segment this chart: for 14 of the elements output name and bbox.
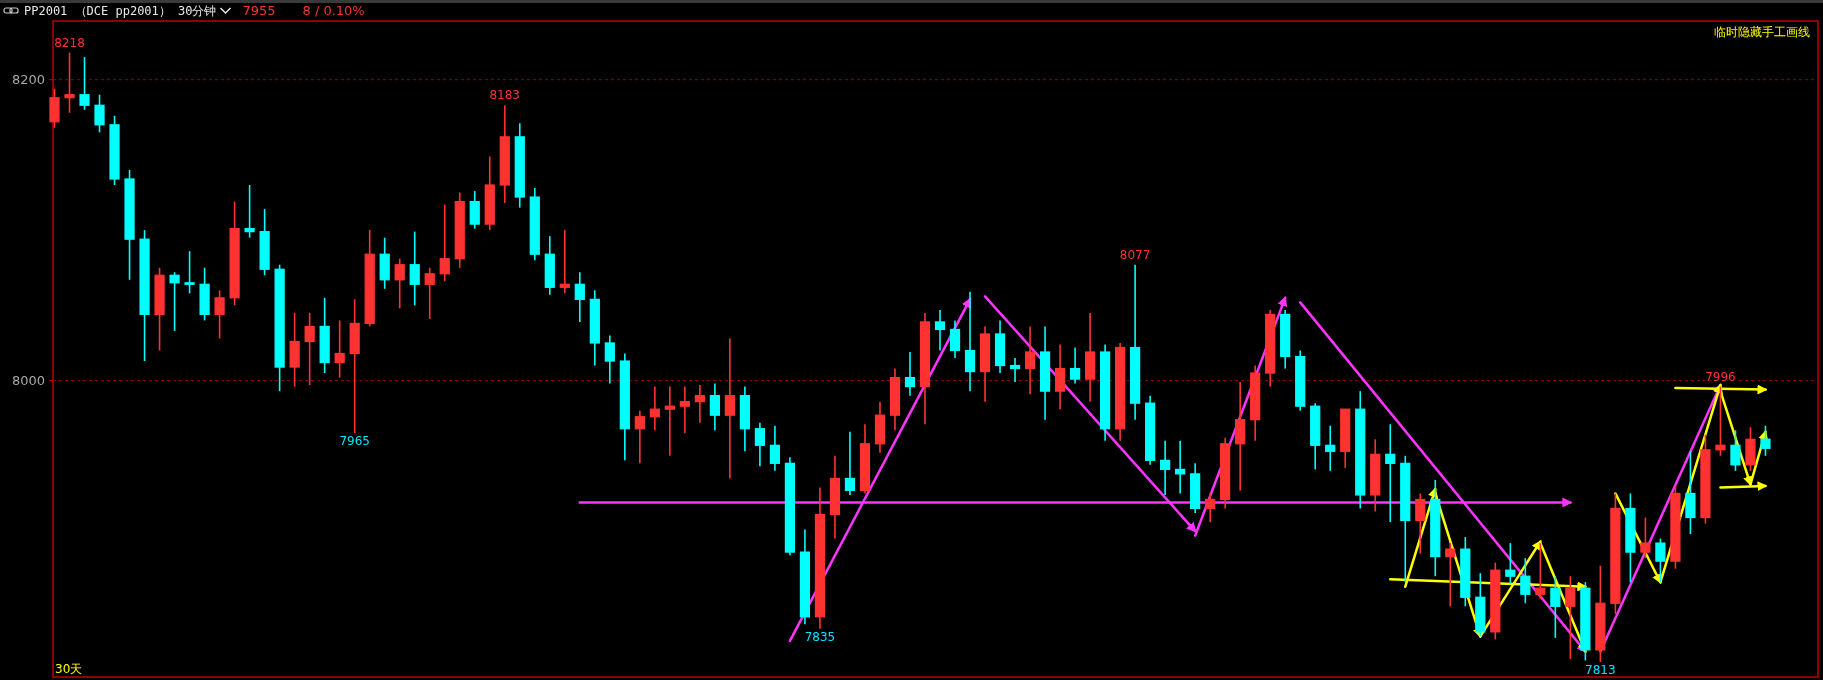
annotation: 8218 [54, 35, 85, 50]
y-tick-label: 8000 [11, 372, 45, 388]
annotation: 7965 [339, 434, 370, 449]
chart-title: PP2001 （DCE pp2001） 30分钟 [24, 4, 217, 18]
annotation: 30天 [55, 662, 83, 676]
annotation: 7996 [1705, 369, 1736, 384]
annotation: 临时隐藏手工画线 [1714, 25, 1810, 39]
annotation: 8077 [1119, 247, 1151, 262]
y-tick-label: 8200 [11, 71, 45, 87]
annotation: 8183 [489, 88, 521, 103]
text: 7955 [242, 3, 276, 18]
annotation: 7813 [1585, 662, 1616, 677]
text: 8 / 0.10% [302, 3, 365, 18]
annotation: 7835 [804, 629, 836, 644]
